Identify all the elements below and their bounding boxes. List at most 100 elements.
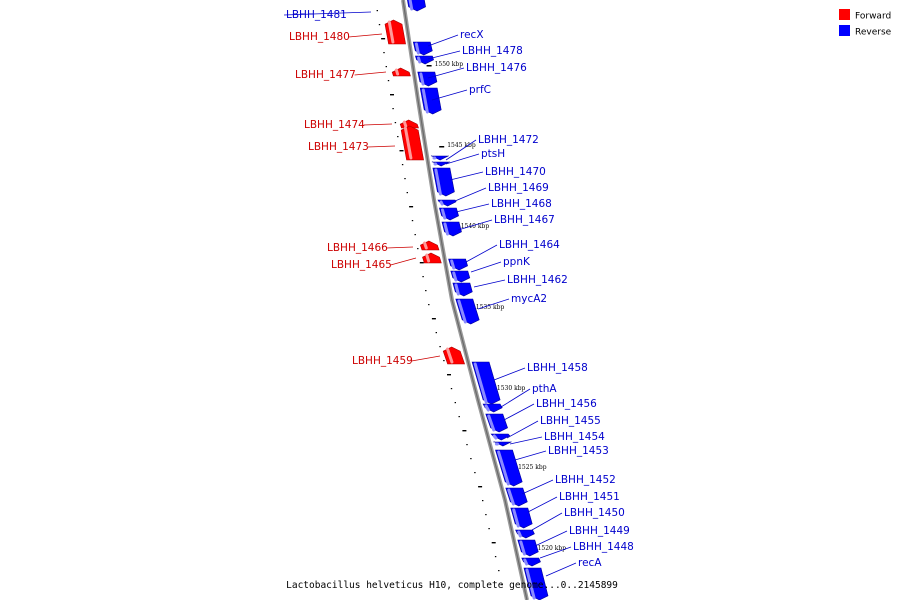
gene-label-lbhh-1481[interactable]: LBHH_1481: [286, 9, 347, 21]
gene-lbhh-1465[interactable]: [422, 252, 442, 264]
gene-label-ptha[interactable]: pthA: [532, 383, 557, 395]
scale-mark-major: [399, 150, 404, 152]
gene-label-lbhh-1472[interactable]: LBHH_1472: [478, 134, 539, 146]
scale-mark-major: [462, 430, 467, 432]
legend-forward-label: Forward: [855, 12, 891, 22]
gene-labels: LBHH_1481 LBHH_1480 recX LBHH_1478 LBHH_1477…: [283, 9, 634, 577]
gene-leader-line: [514, 450, 547, 461]
scale-mark-major: [390, 94, 394, 96]
gene-highlight: [454, 283, 460, 296]
gene-label-recx[interactable]: recX: [460, 29, 484, 41]
gene-highlight: [507, 488, 515, 506]
scale-mark-minor: [439, 346, 441, 348]
gene-label-ppnk[interactable]: ppnK: [503, 256, 531, 268]
scale-mark-minor: [470, 458, 472, 460]
gene-label-lbhh-1459[interactable]: LBHH_1459: [352, 355, 413, 367]
gene-leader-line: [445, 139, 477, 161]
gene-label-ptsh[interactable]: ptsH: [481, 148, 505, 160]
scale-mark-minor: [428, 304, 430, 306]
gene-leader-line: [457, 219, 493, 231]
gene-label-lbhh-1454[interactable]: LBHH_1454: [544, 431, 605, 443]
gene-label-reca[interactable]: recA: [578, 557, 602, 569]
gene-label-lbhh-1469[interactable]: LBHH_1469: [488, 182, 549, 194]
gene-label-lbhh-1464[interactable]: LBHH_1464: [499, 239, 560, 251]
gene-label-lbhh-1450[interactable]: LBHH_1450: [564, 507, 625, 519]
gene-leader-line: [386, 246, 414, 249]
scale-mark-minor: [488, 528, 490, 530]
gene-label-lbhh-1477[interactable]: LBHH_1477: [295, 69, 356, 81]
scale-mark-minor: [443, 360, 445, 362]
gene-label-lbhh-1455[interactable]: LBHH_1455: [540, 415, 601, 427]
gene-leader-line: [493, 367, 526, 381]
scale-tick-label: 1550 kbp: [435, 61, 464, 68]
gene-label-lbhh-1465[interactable]: LBHH_1465: [331, 259, 392, 271]
gene-label-lbhh-1462[interactable]: LBHH_1462: [507, 274, 568, 286]
gene-label-lbhh-1478[interactable]: LBHH_1478: [462, 45, 523, 57]
scale-mark-minor: [450, 388, 453, 390]
gene-label-lbhh-1468[interactable]: LBHH_1468: [491, 198, 552, 210]
gene-label-lbhh-1452[interactable]: LBHH_1452: [555, 474, 616, 486]
gene-highlight: [423, 241, 428, 250]
gene-label-myca2[interactable]: mycA2: [511, 293, 547, 305]
scale-mark-major: [478, 486, 483, 488]
gene-leader-line: [431, 89, 468, 101]
gene-highlight: [450, 259, 456, 270]
scale-mark-minor: [385, 66, 387, 68]
scale-mark-minor: [466, 444, 468, 446]
scale-tick-label: 1535 kbp: [476, 304, 505, 311]
gene-label-lbhh-1466[interactable]: LBHH_1466: [327, 242, 388, 254]
gene-highlight: [425, 253, 431, 263]
gene-label-prfc[interactable]: prfC: [469, 84, 491, 96]
gene-label-lbhh-1480[interactable]: LBHH_1480: [289, 31, 350, 43]
gene-highlight: [487, 414, 496, 432]
gene-label-lbhh-1470[interactable]: LBHH_1470: [485, 166, 546, 178]
gene-leader-line: [354, 71, 387, 76]
gene-highlight: [473, 362, 488, 404]
gene-leader-line: [477, 298, 510, 310]
gene-label-lbhh-1473[interactable]: LBHH_1473: [308, 141, 369, 153]
legend: Forward Reverse: [839, 9, 892, 38]
gene-leader-line: [509, 436, 543, 445]
gene-highlight: [402, 120, 408, 128]
gene-label-lbhh-1458[interactable]: LBHH_1458: [527, 362, 588, 374]
gene-label-lbhh-1456[interactable]: LBHH_1456: [536, 398, 597, 410]
gene-highlight: [434, 168, 442, 196]
gene-highlight: [519, 540, 526, 556]
gene-lbhh-1466[interactable]: [420, 240, 440, 251]
scale-tick-label: 1520 kbp: [538, 545, 567, 552]
scale-mark-minor: [498, 570, 500, 572]
scale-tick-label: 1540 kbp: [461, 223, 490, 230]
scale-mark-major: [431, 318, 436, 320]
genome-axis: [401, 0, 529, 600]
gene-highlight: [523, 558, 529, 566]
gene-label-lbhh-1476[interactable]: LBHH_1476: [466, 62, 527, 74]
gene-leader-line: [470, 261, 502, 273]
gene-highlight: [525, 568, 536, 600]
gene-features: [384, 0, 549, 600]
gene-highlight: [441, 208, 447, 220]
scale-mark-minor: [387, 80, 390, 82]
gene-leader-line: [473, 279, 506, 288]
scale-mark-minor: [394, 122, 397, 124]
gene-label-lbhh-1449[interactable]: LBHH_1449: [569, 525, 630, 537]
genome-axis-core: [402, 0, 528, 600]
gene-highlight: [414, 42, 420, 55]
scale-mark-minor: [383, 52, 385, 54]
gene-leader-line: [348, 33, 383, 38]
gene-highlight: [387, 20, 395, 44]
gene-ptha[interactable]: [482, 403, 503, 413]
gene-label-lbhh-1474[interactable]: LBHH_1474: [304, 119, 365, 131]
gene-lbhh-1477[interactable]: [391, 67, 411, 77]
gene-highlight: [443, 222, 449, 236]
gene-lbhh-1448[interactable]: [521, 557, 541, 567]
scale-mark-minor: [414, 234, 416, 236]
gene-lbhh-1455[interactable]: [490, 433, 511, 441]
gene-highlight: [421, 88, 429, 114]
gene-label-lbhh-1453[interactable]: LBHH_1453: [548, 445, 609, 457]
gene-highlight: [497, 450, 510, 486]
gene-label-lbhh-1448[interactable]: LBHH_1448: [573, 541, 634, 553]
gene-highlight: [452, 271, 458, 282]
gene-label-lbhh-1467[interactable]: LBHH_1467: [494, 214, 555, 226]
gene-label-lbhh-1451[interactable]: LBHH_1451: [559, 491, 620, 503]
